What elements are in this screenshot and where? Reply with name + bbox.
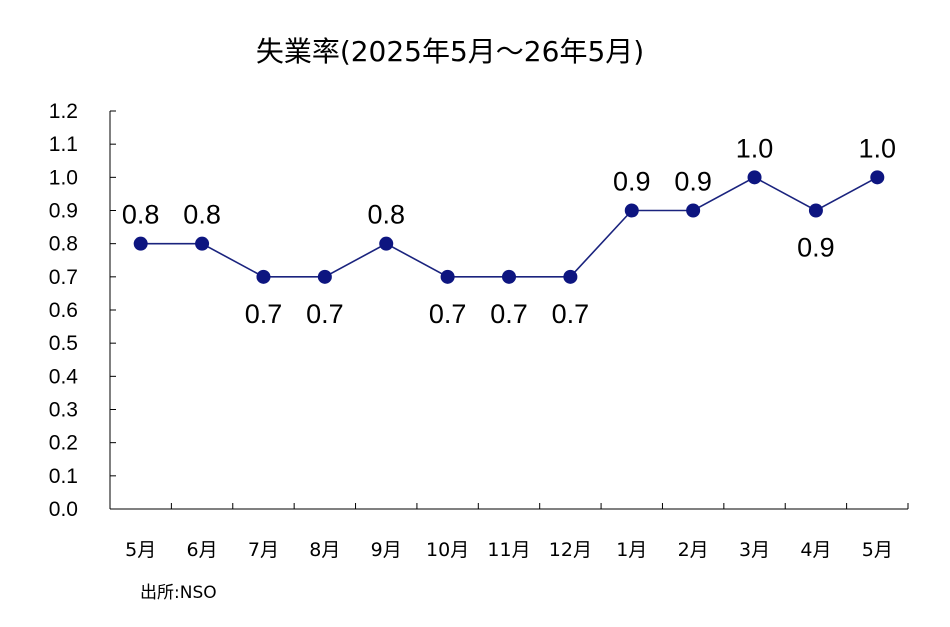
x-tick-label: 4月 (800, 539, 831, 561)
y-tick-label: 1.0 (49, 166, 78, 189)
data-point (440, 269, 455, 284)
x-tick-label: 11月 (487, 539, 530, 561)
y-tick-label: 0.4 (49, 365, 79, 388)
source-note: 出所:NSO (140, 583, 217, 603)
data-label: 0.8 (183, 200, 221, 230)
data-label: 0.7 (429, 299, 467, 329)
x-tick-label: 1月 (616, 539, 647, 561)
data-point (870, 170, 885, 185)
x-tick-label: 5月 (125, 539, 156, 561)
data-label: 0.7 (552, 299, 590, 329)
data-point (747, 170, 762, 185)
data-label: 0.9 (613, 167, 651, 197)
x-axis-ticks: 5月 6月 7月 8月 9月 10月 11月 12月 1月 2月 3月 4月 5月 (109, 503, 909, 561)
data-label: 0.8 (367, 200, 405, 230)
data-point (256, 269, 271, 284)
y-tick-label: 0.3 (49, 399, 78, 422)
data-point (195, 236, 210, 251)
y-tick-label: 0.2 (49, 432, 78, 455)
x-tick-label: 9月 (371, 539, 402, 561)
data-label: 1.0 (736, 133, 774, 163)
x-tick-label: 3月 (739, 539, 770, 561)
y-axis-ticks: 0.0 0.1 0.2 0.3 0.4 0.5 0.6 0.7 0.8 0.9 1.0 1.1 1.2 (49, 100, 116, 521)
data-point (379, 236, 394, 251)
x-tick-label: 12月 (549, 539, 592, 561)
data-point (563, 269, 578, 284)
y-tick-label: 1.2 (49, 100, 78, 123)
data-point (686, 203, 701, 218)
x-tick-label: 2月 (678, 539, 709, 561)
data-label: 0.9 (797, 233, 835, 263)
series-line (133, 170, 885, 284)
y-tick-label: 0.0 (49, 498, 78, 521)
data-labels: 0.8 0.8 0.7 0.7 0.8 0.7 0.7 0.7 0.9 0.9 1.0 0.9 1.0 (122, 133, 896, 329)
y-tick-label: 0.5 (49, 332, 78, 355)
chart-title: 失業率(2025年5月～26年5月) (255, 35, 645, 68)
x-tick-label: 7月 (248, 539, 279, 561)
data-label: 0.9 (674, 167, 712, 197)
x-tick-label: 10月 (426, 539, 469, 561)
data-point (808, 203, 823, 218)
data-label: 0.7 (306, 299, 344, 329)
y-tick-label: 0.6 (49, 299, 78, 322)
series-line-path (140, 176, 878, 278)
y-tick-label: 0.8 (49, 233, 78, 256)
data-point (317, 269, 332, 284)
data-label: 0.7 (245, 299, 283, 329)
y-tick-label: 1.1 (49, 133, 78, 156)
y-tick-label: 0.7 (49, 266, 78, 289)
y-tick-label: 0.9 (49, 200, 78, 223)
data-label: 0.7 (490, 299, 528, 329)
y-tick-label: 0.1 (49, 465, 78, 488)
x-tick-label: 5月 (862, 539, 893, 561)
data-point (133, 236, 148, 251)
data-label: 0.8 (122, 200, 160, 230)
x-tick-label: 8月 (309, 539, 340, 561)
x-tick-label: 6月 (187, 539, 218, 561)
data-point (624, 203, 639, 218)
data-point (502, 269, 516, 284)
data-label: 1.0 (859, 133, 897, 163)
